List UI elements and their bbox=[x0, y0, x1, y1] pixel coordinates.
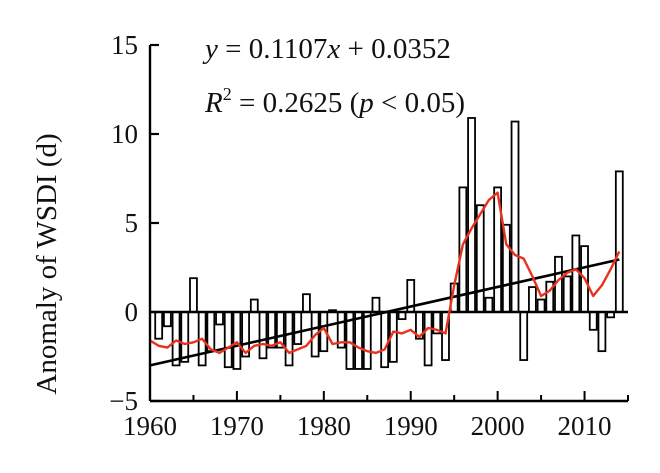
y-tick-label: 5 bbox=[125, 208, 139, 238]
x-tick-label: 1990 bbox=[384, 411, 438, 441]
bar-2009 bbox=[571, 234, 581, 313]
bar-1974 bbox=[267, 311, 277, 349]
bar-1965 bbox=[189, 277, 198, 313]
bar-1964 bbox=[180, 311, 190, 363]
bar-1978 bbox=[302, 293, 311, 313]
bar-2008 bbox=[562, 275, 572, 313]
bar-1997 bbox=[467, 117, 476, 313]
bar-1972 bbox=[249, 298, 259, 313]
bar-2014 bbox=[614, 170, 624, 313]
bar-1992 bbox=[423, 311, 433, 367]
x-tick-label: 2000 bbox=[471, 411, 525, 441]
x-tick-label: 2010 bbox=[558, 411, 612, 441]
bar-series bbox=[154, 117, 624, 370]
bar-1976 bbox=[284, 311, 294, 367]
bar-1986 bbox=[371, 296, 381, 313]
bar-1973 bbox=[258, 311, 268, 360]
r-squared-annotation: R2 = 0.2625 (p < 0.05) bbox=[204, 84, 465, 119]
y-axis-label: Anomaly of WSDI (d) bbox=[31, 133, 63, 394]
bar-1961 bbox=[154, 311, 164, 340]
smoothed-line-group bbox=[149, 191, 621, 355]
bar-1977 bbox=[293, 311, 303, 345]
bar-1963 bbox=[171, 311, 181, 367]
x-tick-label: 1980 bbox=[297, 411, 351, 441]
bar-2011 bbox=[588, 311, 598, 331]
y-tick-label: 0 bbox=[125, 297, 139, 327]
y-tick-label: 15 bbox=[111, 30, 138, 60]
bar-1970 bbox=[232, 311, 242, 370]
bar-1999 bbox=[484, 296, 494, 313]
bar-1969 bbox=[223, 311, 233, 369]
bar-1962 bbox=[163, 311, 172, 328]
bar-2004 bbox=[528, 286, 537, 313]
bar-1987 bbox=[380, 311, 390, 369]
bar-1998 bbox=[475, 204, 485, 313]
x-tick-label: 1960 bbox=[123, 411, 177, 441]
bar-2003 bbox=[519, 311, 529, 361]
bar-2012 bbox=[597, 311, 607, 353]
bar-2005 bbox=[536, 298, 546, 313]
smoothed-line bbox=[149, 191, 621, 355]
bar-1968 bbox=[215, 311, 224, 326]
y-tick-label: −5 bbox=[109, 386, 138, 416]
x-tick-label: 1970 bbox=[210, 411, 264, 441]
y-tick-label: 10 bbox=[111, 119, 138, 149]
regression-equation: y = 0.1107x + 0.0352 bbox=[202, 33, 451, 65]
bar-1984 bbox=[354, 311, 363, 370]
bar-1985 bbox=[362, 311, 372, 370]
axes-group: −5 0 5 10 15 1960 1970 1980 1990 2000 2010 bbox=[109, 30, 629, 441]
